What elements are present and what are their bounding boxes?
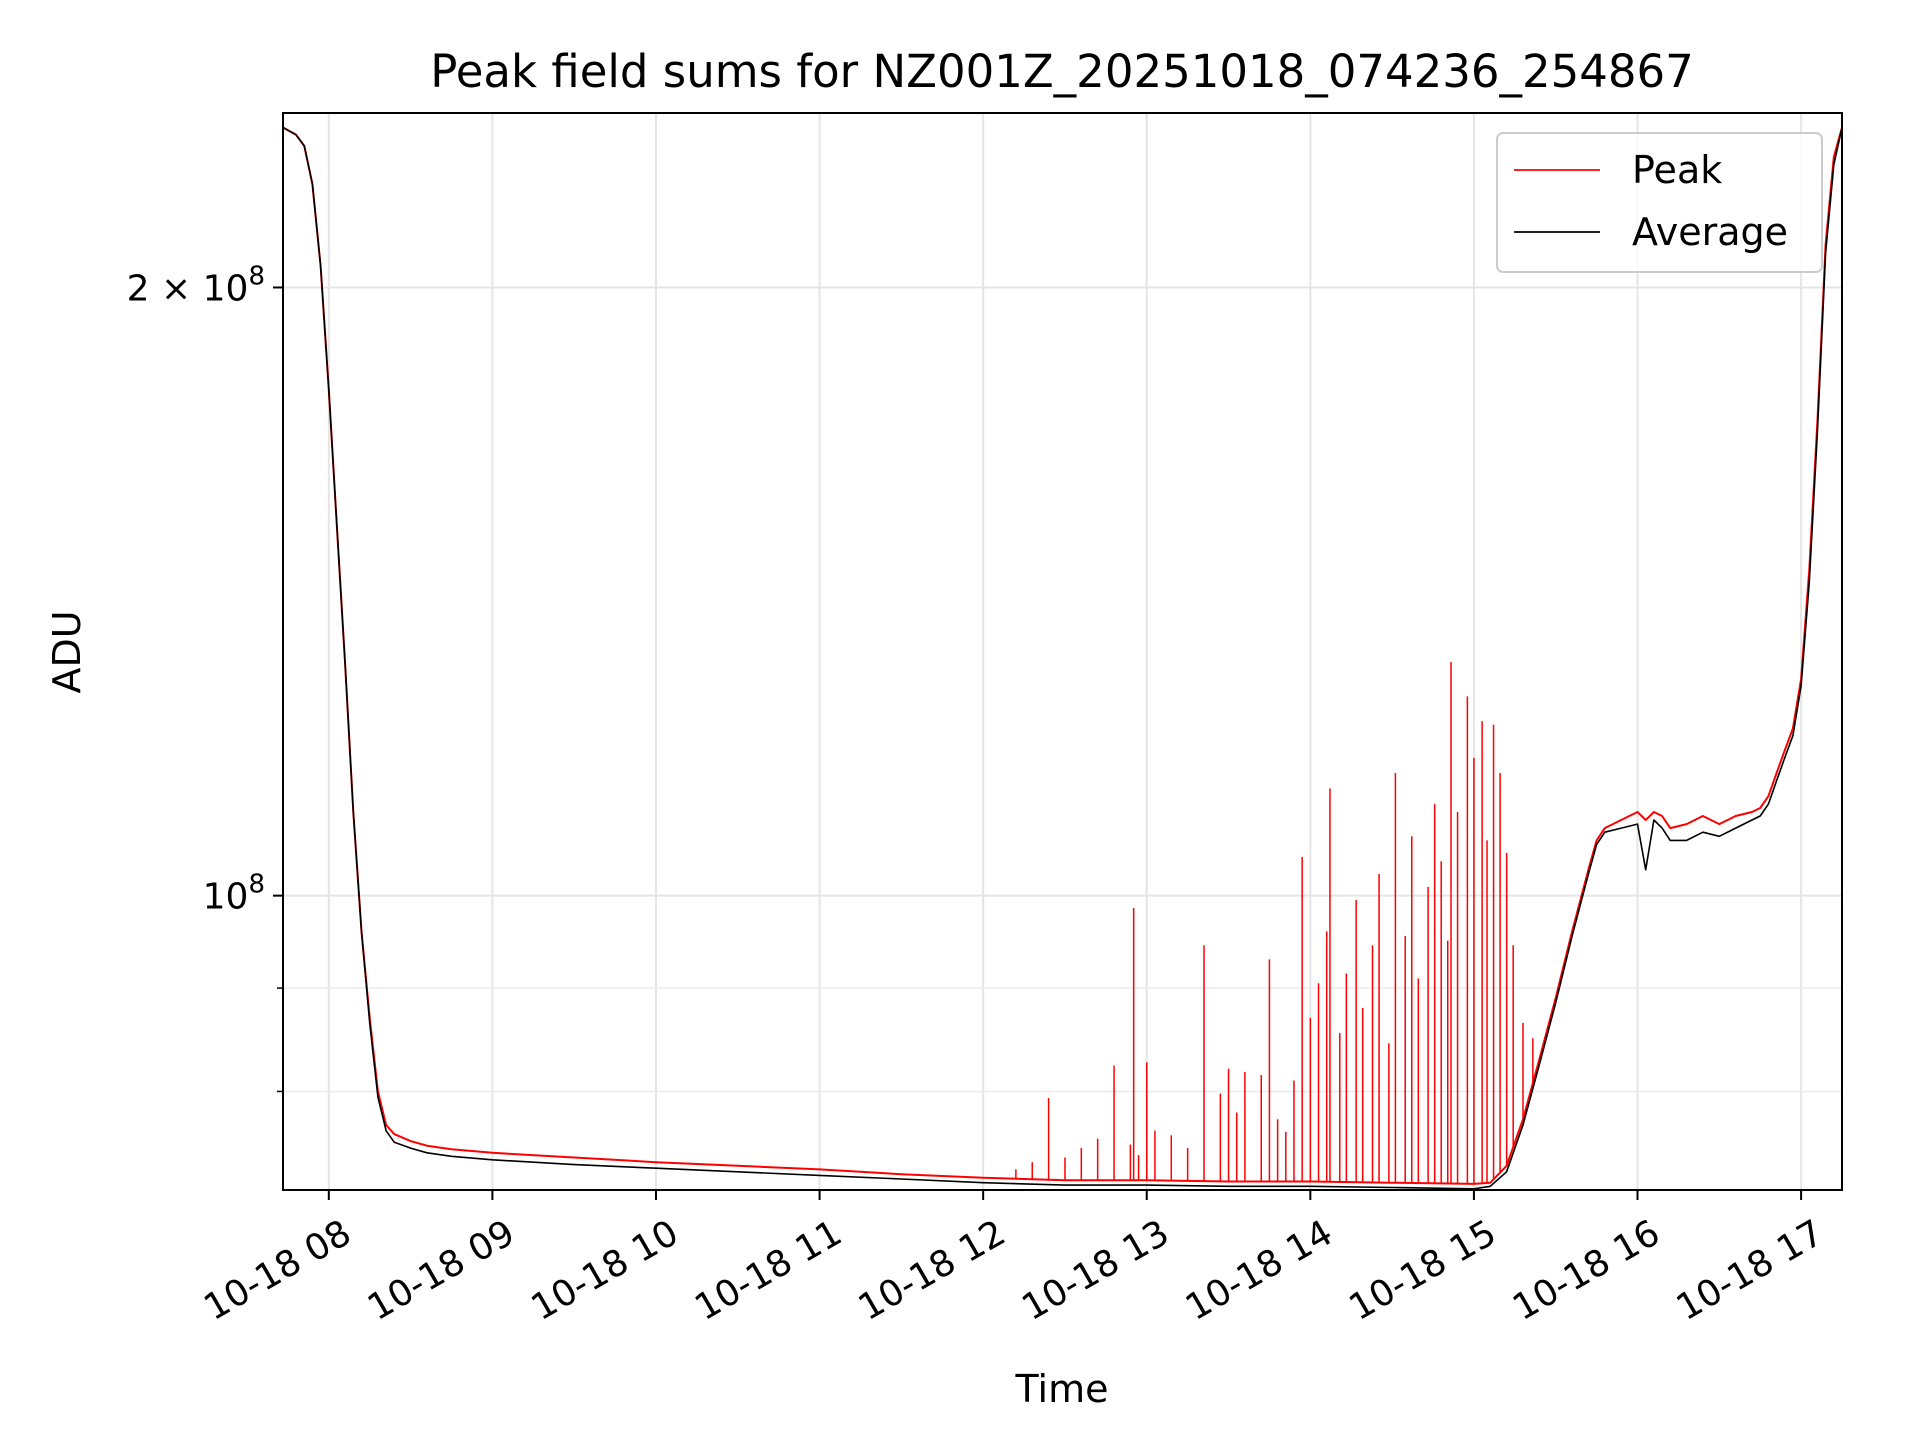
y-axis: 108 2 × 108 [127,261,283,1093]
legend-label-peak: Peak [1632,148,1722,192]
chart-title: Peak field sums for NZ001Z_20251018_0742… [430,45,1694,98]
series-line-average [283,126,1842,1190]
x-axis-label: Time [1015,1367,1109,1411]
plot-frame [282,112,1843,1191]
series-group [283,126,1842,1190]
y-axis-label: ADU [45,610,89,693]
y-tick-label: 108 [203,870,265,918]
series-layer [283,126,1842,1190]
legend-label-average: Average [1632,210,1788,254]
legend-frame [1496,132,1823,273]
y-tick-label: 2 × 108 [127,261,265,309]
legend: Peak Average [1496,132,1823,273]
